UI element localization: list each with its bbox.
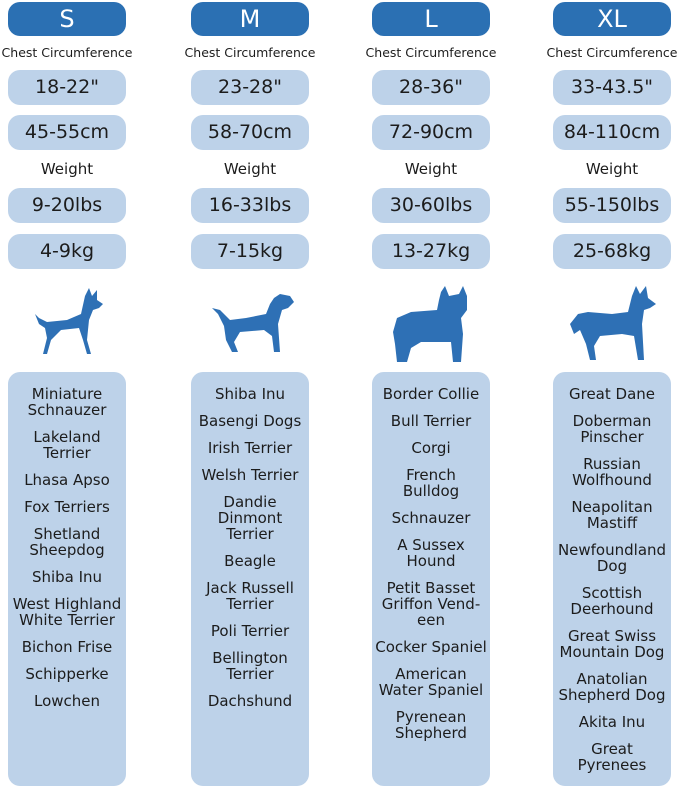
breed-item: Schnauzer (391, 509, 471, 527)
dog-shape (35, 288, 103, 354)
breed-item: Akita Inu (578, 713, 646, 731)
breed-list: Shiba Inu Basengi Dogs Irish Terrier Welsh … (191, 372, 309, 786)
chest-cm: 72-90cm (372, 115, 490, 150)
breed-item: Pyrenean Shepherd (395, 708, 467, 742)
dog-shape (212, 294, 294, 352)
chest-label: Chest Circumference (1, 45, 133, 60)
weight-lbs: 16-33lbs (191, 188, 309, 223)
chest-cm: 84-110cm (553, 115, 671, 150)
weight-kg: 4-9kg (8, 234, 126, 269)
weight-kg: 7-15kg (191, 234, 309, 269)
chest-cm: 45-55cm (8, 115, 126, 150)
weight-kg: 25-68kg (553, 234, 671, 269)
breed-item: Bellington Terrier (212, 649, 288, 683)
breed-item: Great Dane (568, 385, 655, 403)
chihuahua-silhouette-icon (35, 288, 103, 354)
breed-item: Great Pyrenees (577, 740, 647, 774)
breed-item: Scottish Deerhound (570, 584, 654, 618)
weight-label: Weight (404, 160, 458, 178)
breed-item: Dachshund (207, 692, 293, 710)
weight-kg: 13-27kg (372, 234, 490, 269)
breed-item: Dandie Dinmont Terrier (217, 493, 283, 543)
breed-item: Schipperke (25, 665, 109, 683)
weight-label: Weight (223, 160, 277, 178)
terrier-silhouette-icon (212, 294, 294, 352)
weight-label: Weight (585, 160, 639, 178)
breed-item: A Sussex Hound (397, 536, 465, 570)
chest-inches: 23-28" (191, 70, 309, 105)
breed-list: Great Dane Doberman Pinscher Russian Wolfh… (553, 372, 671, 786)
breed-item: Shiba Inu (31, 568, 103, 586)
weight-lbs: 30-60lbs (372, 188, 490, 223)
dog-shape (393, 286, 467, 362)
breed-item: French Bulldog (402, 466, 460, 500)
chest-inches: 18-22" (8, 70, 126, 105)
breed-item: Petit Basset Griffon Vend- een (381, 579, 481, 629)
size-header: XL (553, 2, 671, 36)
chest-label: Chest Circumference (184, 45, 316, 60)
breed-list: Miniature Schnauzer Lakeland Terrier Lhasa… (8, 372, 126, 786)
breed-item: Great Swiss Mountain Dog (559, 627, 665, 661)
breed-item: Border Collie (382, 385, 480, 403)
breed-item: Beagle (224, 552, 276, 570)
bulldog-silhouette-icon (393, 286, 467, 362)
breed-item: Basengi Dogs (198, 412, 302, 430)
breed-item: Cocker Spaniel (375, 638, 487, 656)
breed-item: American Water Spaniel (378, 665, 484, 699)
size-header: M (191, 2, 309, 36)
chest-label: Chest Circumference (546, 45, 678, 60)
breed-item: Irish Terrier (207, 439, 293, 457)
breed-item: Miniature Schnauzer (27, 385, 107, 419)
breed-item: Newfoundland Dog (557, 541, 667, 575)
breed-item: Poli Terrier (210, 622, 290, 640)
breed-item: Jack Russell Terrier (206, 579, 294, 613)
breed-item: Lakeland Terrier (33, 428, 101, 462)
breed-item: Fox Terriers (24, 498, 110, 516)
size-header: L (372, 2, 490, 36)
breed-item: Shiba Inu (214, 385, 286, 403)
breed-item: Russian Wolfhound (572, 455, 652, 489)
breed-item: Anatolian Shepherd Dog (558, 670, 666, 704)
size-header: S (8, 2, 126, 36)
weight-label: Weight (40, 160, 94, 178)
breed-list: Border Collie Bull Terrier Corgi French Bul… (372, 372, 490, 786)
dog-shape (570, 286, 656, 360)
husky-silhouette-icon (570, 286, 656, 360)
breed-item: Lhasa Apso (24, 471, 110, 489)
breed-item: Lowchen (33, 692, 101, 710)
breed-item: Bichon Frise (21, 638, 113, 656)
breed-item: Welsh Terrier (201, 466, 299, 484)
breed-item: Neapolitan Mastiff (571, 498, 653, 532)
weight-lbs: 9-20lbs (8, 188, 126, 223)
chest-inches: 33-43.5" (553, 70, 671, 105)
chest-inches: 28-36" (372, 70, 490, 105)
chest-label: Chest Circumference (365, 45, 497, 60)
breed-item: West Highland White Terrier (12, 595, 122, 629)
breed-item: Bull Terrier (390, 412, 472, 430)
weight-lbs: 55-150lbs (553, 188, 671, 223)
breed-item: Shetland Sheepdog (29, 525, 105, 559)
breed-item: Doberman Pinscher (572, 412, 652, 446)
breed-item: Corgi (411, 439, 451, 457)
chest-cm: 58-70cm (191, 115, 309, 150)
